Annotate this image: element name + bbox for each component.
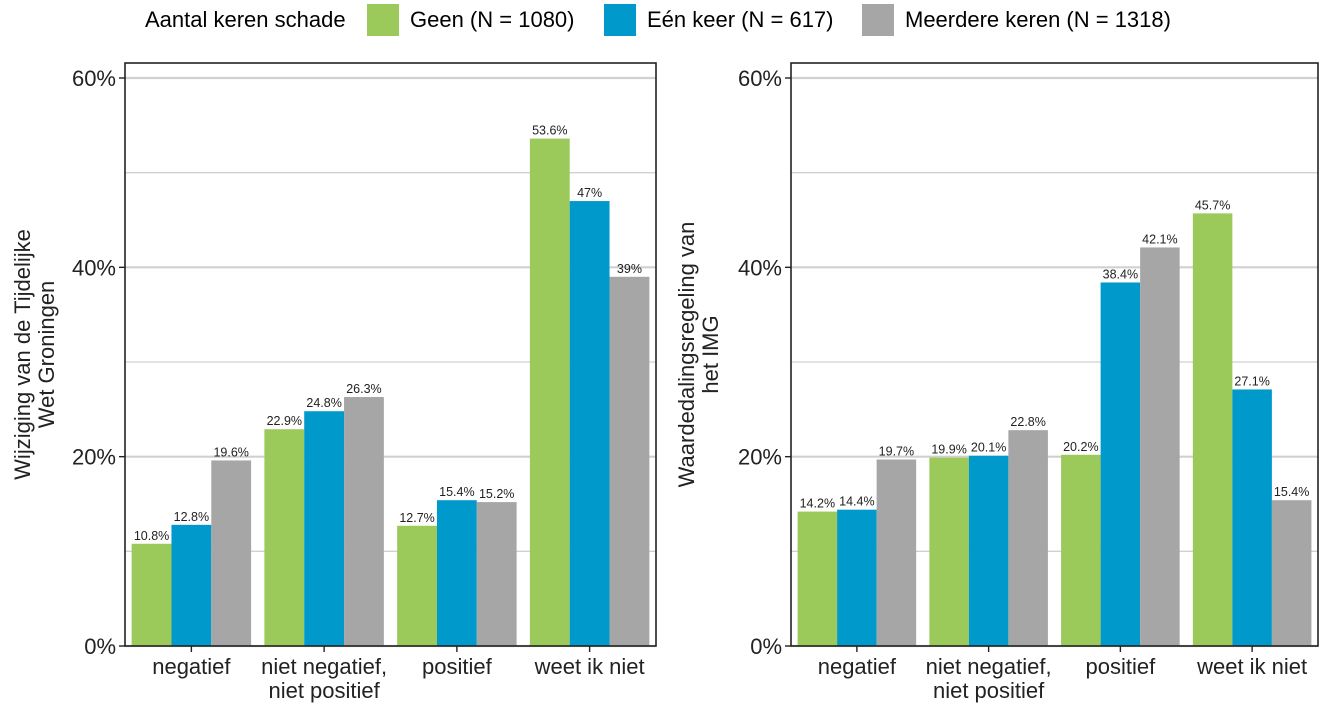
bar-2-1 <box>837 509 877 646</box>
y-axis-label-line: Wijziging van de Tijdelijke <box>10 229 35 480</box>
bar-value-label: 15.4% <box>1274 485 1309 499</box>
x-tick-label-line: niet positief <box>268 678 380 703</box>
panel-border <box>790 62 1319 647</box>
bar-value-label: 53.6% <box>532 124 567 138</box>
x-tick-label-line: negatief <box>818 654 897 679</box>
legend-label-meerdere-keren: Meerdere keren (N = 1318) <box>905 7 1171 32</box>
chart-panel-1: 10.8% 22.9% 12.7% 53.6% 12.8% 24.8% 15.4% 47% 19… <box>10 62 657 703</box>
bar-value-label: 26.3% <box>346 382 381 396</box>
bar-value-label: 22.8% <box>1010 415 1045 429</box>
bar-value-label: 20.1% <box>971 441 1006 455</box>
x-tick-label-line: niet positief <box>933 678 1045 703</box>
bar-value-label: 24.8% <box>306 396 341 410</box>
bar-value-label: 22.9% <box>267 414 302 428</box>
legend-swatch-meerdere-keren <box>862 4 894 36</box>
y-axis-label: Waardedalingsregeling vanhet IMG <box>674 222 723 488</box>
x-tick-label: niet negatief, niet positief <box>261 654 387 703</box>
bar-value-label: 39% <box>617 262 642 276</box>
bar-3-2 <box>344 397 384 646</box>
bar-1-3 <box>1061 454 1101 646</box>
bar-2-2 <box>968 455 1009 646</box>
x-tick-label-line: positief <box>1086 654 1157 679</box>
bar-1-4 <box>529 138 570 646</box>
x-tick-label-line: negatief <box>152 654 231 679</box>
bar-3-4 <box>1271 500 1312 646</box>
bar-value-label: 14.4% <box>839 495 874 509</box>
x-tick-label: positief <box>422 654 493 679</box>
legend: Aantal keren schade Geen (N = 1080) Eén … <box>0 0 1320 44</box>
x-tick-label-line: weet ik niet <box>534 654 645 679</box>
legend-swatch-geen <box>367 4 399 36</box>
bar-value-label: 47% <box>577 186 602 200</box>
x-tick-label: niet negatief, niet positief <box>926 654 1052 703</box>
bar-2-1 <box>171 524 212 646</box>
x-tick-label-line: niet negatief, <box>261 654 387 679</box>
bar-value-label: 12.8% <box>174 510 209 524</box>
x-tick-label: weet ik niet <box>1196 654 1307 679</box>
bar-3-4 <box>609 276 650 646</box>
y-tick-label: 40% <box>72 255 116 280</box>
y-tick-label: 20% <box>738 445 782 470</box>
y-axis-label: Wijziging van de TijdelijkeWet Groningen <box>10 229 59 480</box>
bar-1-4 <box>1192 213 1233 646</box>
bar-value-label: 20.2% <box>1063 440 1098 454</box>
y-tick-label: 0% <box>84 634 116 659</box>
bar-2-3 <box>436 500 477 646</box>
y-tick-label: 40% <box>738 255 782 280</box>
x-tick-label-line: positief <box>422 654 493 679</box>
y-axis-label-line: Wet Groningen <box>34 281 59 429</box>
x-tick-label: positief <box>1086 654 1157 679</box>
x-tick-label: negatief <box>818 654 897 679</box>
legend-label-geen: Geen (N = 1080) <box>410 7 575 32</box>
legend-swatch-een-keer <box>604 4 636 36</box>
bar-3-1 <box>211 460 252 646</box>
y-tick-label: 60% <box>738 66 782 91</box>
bar-1-1 <box>131 543 172 646</box>
y-axis-label-line: Waardedalingsregeling van <box>674 222 699 488</box>
bar-3-2 <box>1008 430 1048 646</box>
x-tick-label-line: niet negatief, <box>926 654 1052 679</box>
bar-3-3 <box>476 502 517 646</box>
bar-1-1 <box>797 511 838 646</box>
bar-value-label: 19.7% <box>879 445 914 459</box>
bar-3-3 <box>1140 247 1180 646</box>
bar-value-label: 14.2% <box>800 497 835 511</box>
bar-2-4 <box>569 201 610 647</box>
bar-3-1 <box>876 459 917 646</box>
x-tick-label: negatief <box>152 654 231 679</box>
bar-value-label: 12.7% <box>399 511 434 525</box>
bar-value-label: 42.1% <box>1142 232 1177 246</box>
legend-label-een-keer: Eén keer (N = 617) <box>647 7 834 32</box>
chart-panel-2: 14.2% 19.9% 20.2% 45.7% 14.4% 20.1% 38.4% 27.1%… <box>674 62 1319 703</box>
bar-value-label: 19.9% <box>931 443 966 457</box>
y-tick-label: 0% <box>750 634 782 659</box>
bar-value-label: 38.4% <box>1103 267 1138 281</box>
bar-2-3 <box>1100 282 1141 646</box>
bar-1-2 <box>929 457 969 646</box>
y-tick-label: 60% <box>72 66 116 91</box>
y-axis-label-line: het IMG <box>698 315 723 393</box>
bar-2-2 <box>304 411 345 646</box>
x-tick-label-line: weet ik niet <box>1196 654 1307 679</box>
bar-value-label: 15.4% <box>439 485 474 499</box>
bar-value-label: 19.6% <box>213 445 248 459</box>
bar-1-3 <box>397 525 437 646</box>
bar-value-label: 15.2% <box>479 487 514 501</box>
bar-2-4 <box>1232 389 1272 646</box>
legend-title: Aantal keren schade <box>145 7 346 32</box>
bar-value-label: 10.8% <box>134 529 169 543</box>
bar-1-2 <box>264 429 305 646</box>
bar-value-label: 27.1% <box>1234 374 1269 388</box>
bar-value-label: 45.7% <box>1195 198 1230 212</box>
x-tick-label: weet ik niet <box>534 654 645 679</box>
panel-border <box>124 62 657 647</box>
y-tick-label: 20% <box>72 445 116 470</box>
